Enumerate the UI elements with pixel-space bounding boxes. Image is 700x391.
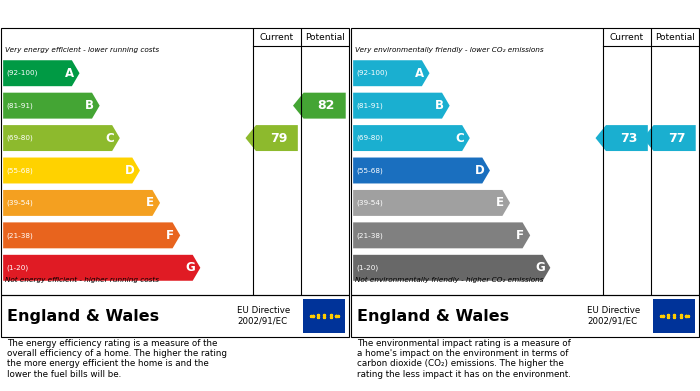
Text: E: E xyxy=(146,196,154,210)
Text: (39-54): (39-54) xyxy=(6,200,33,206)
Text: (69-80): (69-80) xyxy=(356,135,383,141)
Text: (69-80): (69-80) xyxy=(6,135,33,141)
Polygon shape xyxy=(353,93,449,118)
Polygon shape xyxy=(3,125,120,151)
Text: (55-68): (55-68) xyxy=(6,167,33,174)
Text: Not environmentally friendly - higher CO₂ emissions: Not environmentally friendly - higher CO… xyxy=(355,276,543,283)
Polygon shape xyxy=(353,60,430,86)
Text: Current: Current xyxy=(610,32,644,41)
Text: F: F xyxy=(516,229,524,242)
Polygon shape xyxy=(293,93,346,118)
Text: The environmental impact rating is a measure of
a home's impact on the environme: The environmental impact rating is a mea… xyxy=(356,339,570,379)
Text: Very energy efficient - lower running costs: Very energy efficient - lower running co… xyxy=(5,47,159,54)
Text: A: A xyxy=(64,67,74,80)
Text: England & Wales: England & Wales xyxy=(6,308,159,323)
Polygon shape xyxy=(3,158,140,183)
Polygon shape xyxy=(353,222,530,248)
Text: B: B xyxy=(85,99,94,112)
Text: (21-38): (21-38) xyxy=(356,232,383,239)
Text: 82: 82 xyxy=(318,99,335,112)
Polygon shape xyxy=(3,93,99,118)
Text: (81-91): (81-91) xyxy=(356,102,383,109)
Polygon shape xyxy=(3,222,180,248)
Text: E: E xyxy=(496,196,504,210)
Text: B: B xyxy=(435,99,444,112)
Text: (21-38): (21-38) xyxy=(6,232,33,239)
Polygon shape xyxy=(246,125,298,151)
Bar xyxy=(654,299,695,333)
Text: EU Directive
2002/91/EC: EU Directive 2002/91/EC xyxy=(237,306,290,326)
Text: (92-100): (92-100) xyxy=(356,70,387,77)
Text: Potential: Potential xyxy=(304,32,344,41)
Polygon shape xyxy=(353,125,470,151)
Bar xyxy=(304,299,345,333)
Text: 73: 73 xyxy=(620,131,637,145)
Text: (1-20): (1-20) xyxy=(6,265,28,271)
Text: 79: 79 xyxy=(270,131,287,145)
Text: C: C xyxy=(105,131,114,145)
Text: Energy Efficiency Rating: Energy Efficiency Rating xyxy=(6,8,190,21)
Text: A: A xyxy=(414,67,424,80)
Text: Environmental Impact (CO₂) Rating: Environmental Impact (CO₂) Rating xyxy=(356,8,619,21)
Polygon shape xyxy=(353,158,490,183)
Text: The energy efficiency rating is a measure of the
overall efficiency of a home. T: The energy efficiency rating is a measur… xyxy=(6,339,227,379)
Text: F: F xyxy=(166,229,174,242)
Polygon shape xyxy=(353,255,550,281)
Text: G: G xyxy=(535,261,545,274)
Text: Current: Current xyxy=(260,32,294,41)
Polygon shape xyxy=(643,125,696,151)
Polygon shape xyxy=(596,125,648,151)
Text: D: D xyxy=(475,164,484,177)
Text: (39-54): (39-54) xyxy=(356,200,383,206)
Polygon shape xyxy=(3,190,160,216)
Polygon shape xyxy=(3,255,200,281)
Text: Potential: Potential xyxy=(654,32,694,41)
Polygon shape xyxy=(353,190,510,216)
Text: Very environmentally friendly - lower CO₂ emissions: Very environmentally friendly - lower CO… xyxy=(355,47,543,54)
Text: C: C xyxy=(455,131,464,145)
Text: England & Wales: England & Wales xyxy=(356,308,509,323)
Text: (1-20): (1-20) xyxy=(356,265,378,271)
Text: G: G xyxy=(185,261,195,274)
Text: EU Directive
2002/91/EC: EU Directive 2002/91/EC xyxy=(587,306,640,326)
Text: D: D xyxy=(125,164,134,177)
Text: (55-68): (55-68) xyxy=(356,167,383,174)
Text: (92-100): (92-100) xyxy=(6,70,37,77)
Text: Not energy efficient - higher running costs: Not energy efficient - higher running co… xyxy=(5,276,159,283)
Polygon shape xyxy=(3,60,80,86)
Text: 77: 77 xyxy=(668,131,685,145)
Text: (81-91): (81-91) xyxy=(6,102,33,109)
